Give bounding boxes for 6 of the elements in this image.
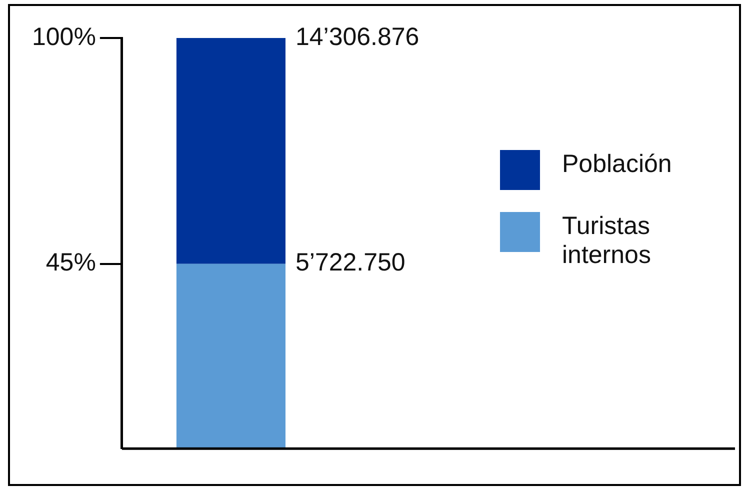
y-tick-label: 45% [46,248,96,277]
annotation: 14’306.876 [295,22,420,51]
legend-label: Población [562,150,673,179]
legend-label: Turistas internos [562,212,652,270]
y-tick-label: 100% [32,22,96,51]
annotation: 5’722.750 [295,248,406,277]
